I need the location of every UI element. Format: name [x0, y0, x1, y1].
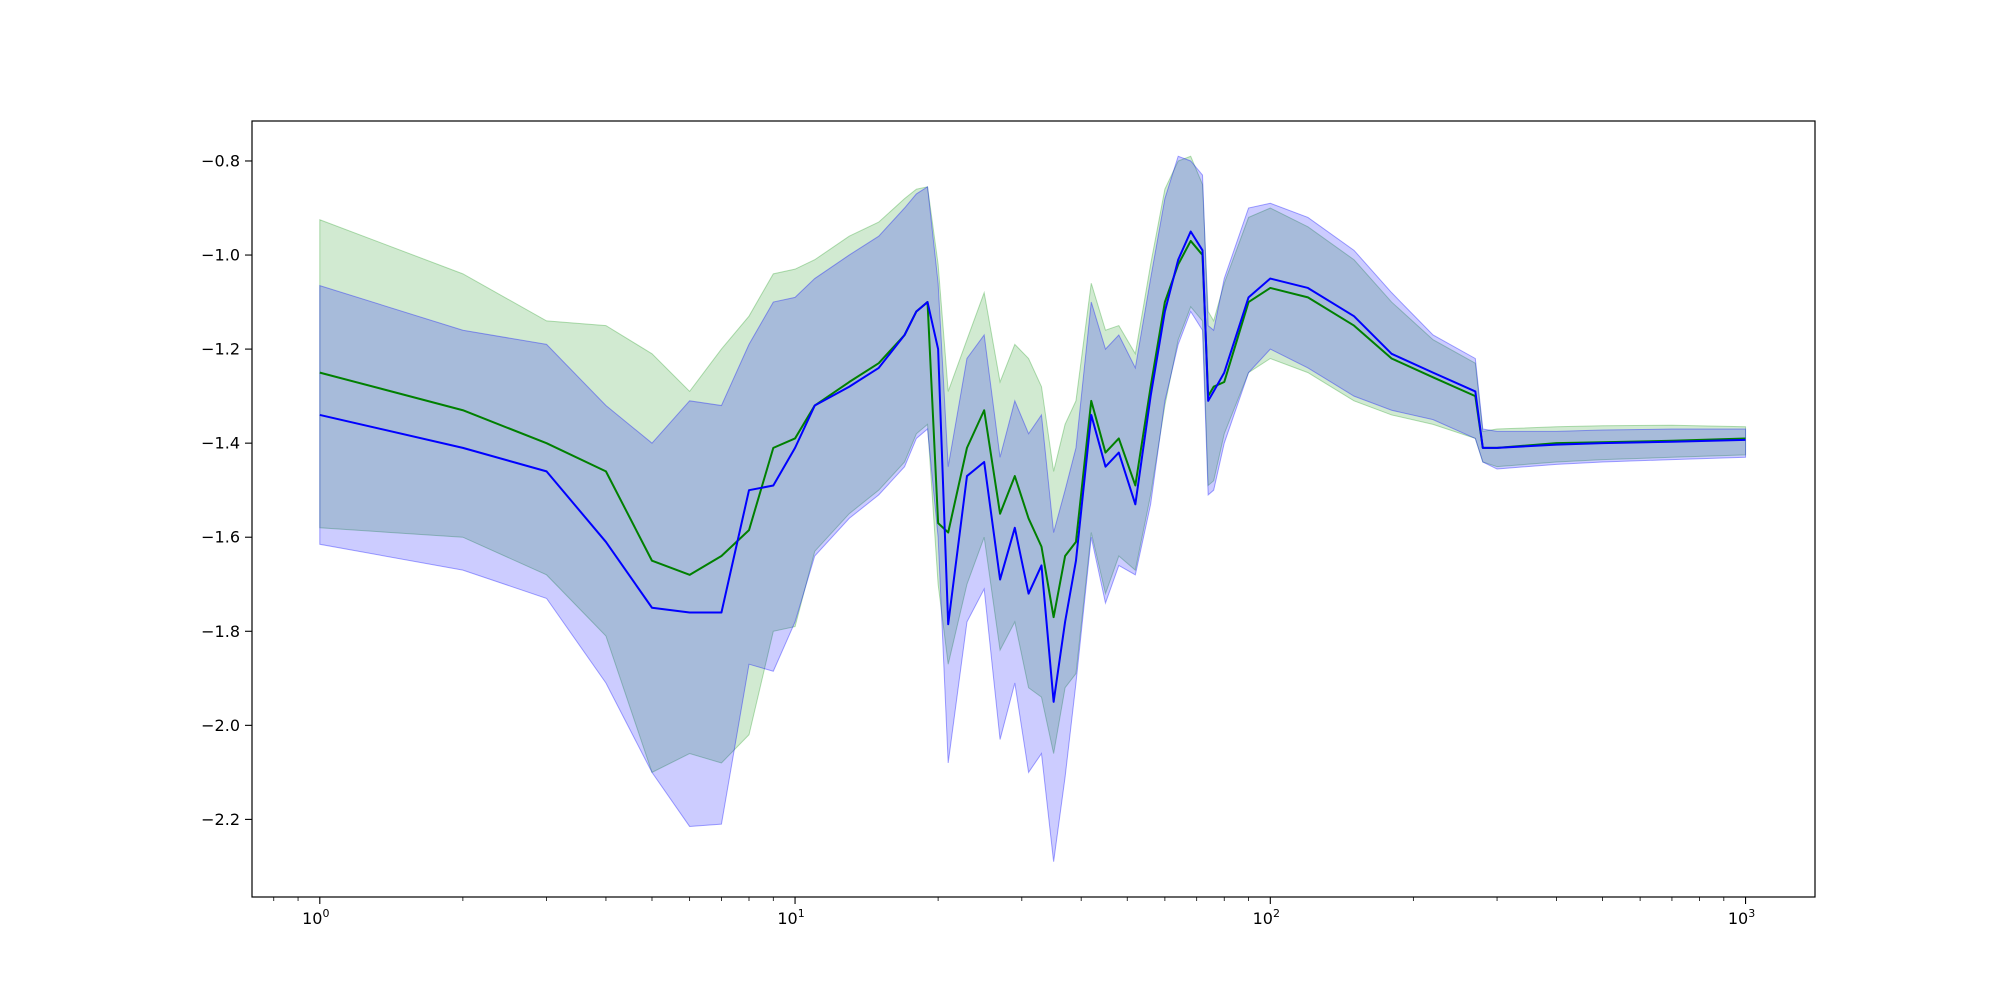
y-tick-label-1: −0.8: [201, 151, 240, 170]
series-1-line: [319, 239, 1746, 619]
x-tick-label-4: 103: [1728, 907, 1755, 928]
plot-frame: [251, 120, 1816, 898]
y-tick-label-5: −1.6: [201, 528, 240, 547]
x-tick-label-3: 102: [1253, 907, 1280, 928]
confidence-bands: [319, 155, 1747, 862]
x-tick-label-2: 101: [777, 907, 804, 928]
x-tick-label-1: 100: [302, 907, 329, 928]
y-tick-label-6: −1.8: [201, 622, 240, 641]
y-tick-label-7: −2.0: [201, 716, 240, 735]
y-tick-label-4: −1.4: [201, 434, 240, 453]
series-lines: [319, 230, 1746, 703]
y-axis: −0.8 −1.0 −1.2 −1.4 −1.6 −1.8 −2.0 −2.2: [201, 151, 252, 829]
y-tick-label-3: −1.2: [201, 340, 240, 359]
series-2-band: [319, 155, 1747, 862]
y-tick-label-2: −1.0: [201, 246, 240, 265]
x-axis: 100 101 102 103: [273, 897, 1755, 928]
y-tick-label-8: −2.2: [201, 810, 240, 829]
series-2-line: [319, 230, 1746, 703]
series-1-band: [319, 155, 1747, 774]
